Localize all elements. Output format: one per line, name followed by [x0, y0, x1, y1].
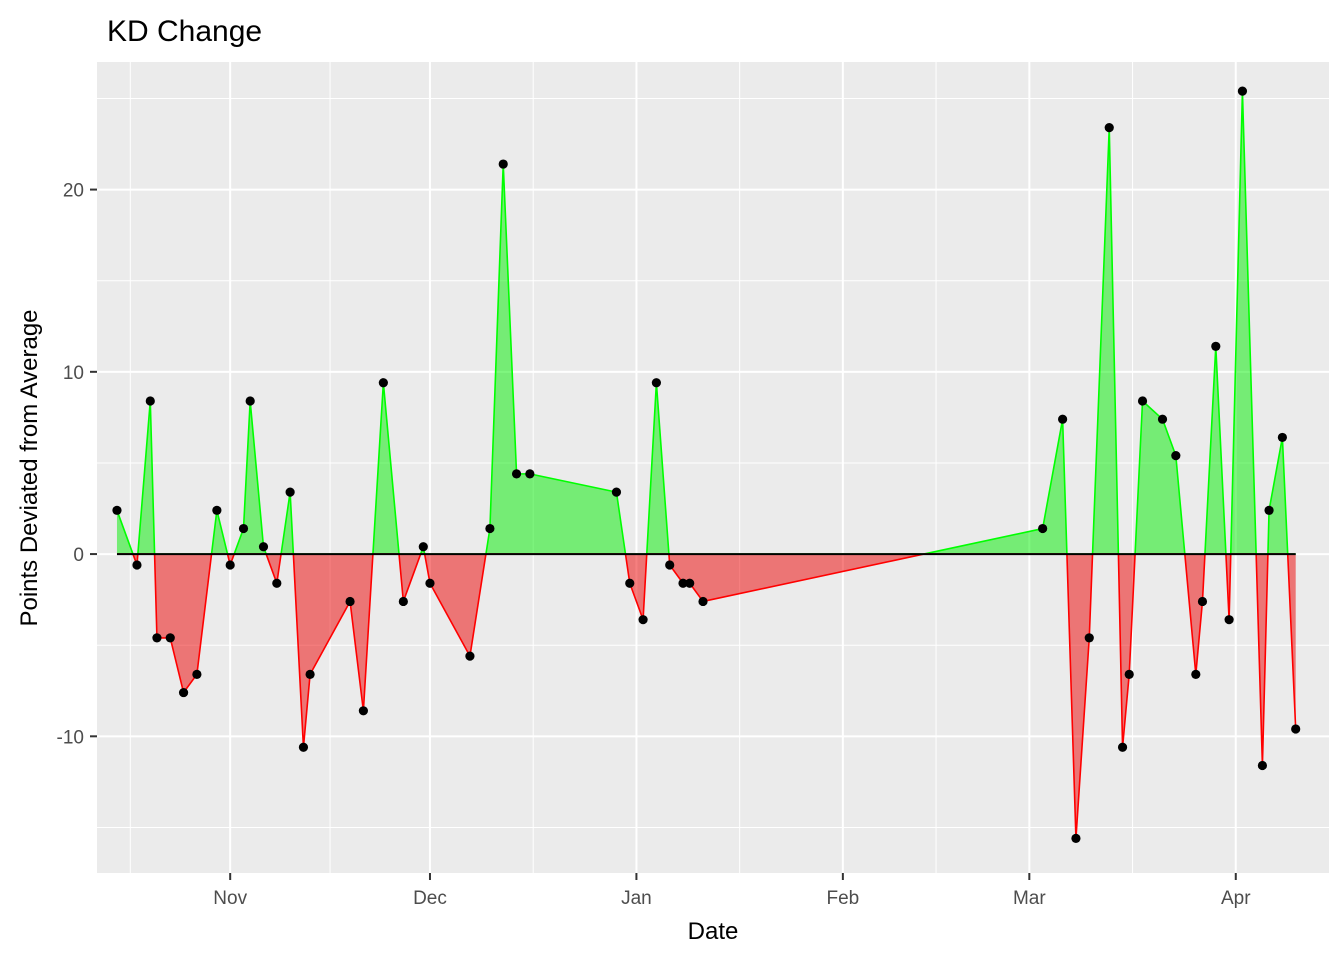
data-point [611, 487, 622, 497]
data-point [665, 560, 675, 570]
x-tick-label: Mar [1013, 888, 1046, 909]
data-point [525, 469, 535, 479]
x-axis: Nov Dec Jan Feb Mar Apr [213, 873, 1251, 909]
data-point [245, 396, 255, 406]
data-point [165, 633, 175, 643]
chart-title: KD Change [107, 15, 262, 48]
x-axis-title: Date [688, 918, 739, 945]
data-point [132, 560, 142, 570]
data-point [425, 578, 435, 588]
data-point [1197, 596, 1208, 607]
data-point [145, 396, 155, 406]
data-point [1277, 432, 1287, 443]
data-point [1211, 341, 1221, 351]
data-point [398, 596, 408, 607]
data-point [1104, 123, 1114, 133]
data-point [1157, 414, 1168, 424]
y-axis-title: Points Deviated from Average [16, 309, 43, 626]
data-point [418, 542, 428, 552]
data-point [212, 505, 222, 515]
data-point [1257, 760, 1268, 771]
y-tick-label: -10 [57, 727, 84, 748]
data-point [1084, 633, 1094, 643]
data-point [298, 742, 309, 752]
y-tick-label: 10 [63, 363, 84, 384]
data-point [685, 578, 695, 588]
data-point [285, 487, 295, 497]
data-point [192, 669, 202, 679]
data-point [258, 542, 269, 552]
x-tick-label: Dec [413, 888, 447, 909]
grid-lines [97, 62, 1329, 873]
data-point [112, 505, 122, 515]
data-point [1191, 669, 1201, 679]
positive-area-fill [116, 91, 1296, 555]
data-point [1137, 396, 1148, 406]
data-point [625, 578, 635, 588]
y-axis: -10 0 10 20 [57, 181, 97, 748]
data-point [345, 596, 355, 607]
data-point [1291, 724, 1301, 734]
data-point [272, 578, 282, 588]
x-tick-label: Feb [826, 888, 859, 909]
data-point [1071, 833, 1081, 843]
data-point [1224, 615, 1234, 625]
y-tick-label: 20 [63, 181, 84, 202]
x-tick-label: Apr [1221, 888, 1251, 909]
data-point [498, 159, 508, 169]
data-point [678, 578, 688, 588]
x-tick-label: Nov [213, 888, 247, 909]
data-point [1264, 505, 1274, 515]
data-point [698, 596, 708, 607]
data-point [178, 687, 189, 698]
data-point [305, 669, 315, 679]
data-point [465, 651, 475, 661]
y-tick-label: 0 [73, 545, 84, 566]
data-point [1124, 669, 1134, 679]
data-point [485, 523, 495, 534]
data-point [358, 706, 368, 716]
data-point [638, 615, 648, 625]
data-point [651, 378, 661, 388]
data-point [238, 523, 249, 534]
data-point [225, 560, 235, 570]
data-point [1117, 742, 1128, 752]
data-point [1237, 86, 1248, 96]
data-point [1171, 451, 1181, 461]
data-point [378, 378, 388, 388]
data-point [1058, 414, 1068, 424]
data-points [112, 86, 1301, 843]
data-point [511, 469, 522, 479]
data-point [1038, 523, 1048, 534]
x-tick-label: Jan [621, 888, 652, 909]
data-point [152, 633, 162, 643]
